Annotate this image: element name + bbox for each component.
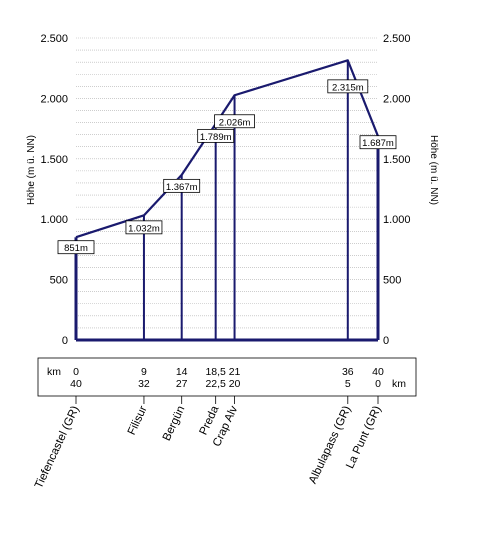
y-tick-label-left: 1.000 <box>40 214 68 226</box>
elevation-label-box <box>125 220 163 235</box>
km-from-start: 18,5 <box>205 366 226 378</box>
elevation-labels: 851m 1.032m 1.367m 1.789m 2.026m 2.315m 1.687m <box>57 79 397 255</box>
km-from-start: 0 <box>73 366 79 378</box>
km-from-start: 36 <box>342 366 354 378</box>
km-to-end: 27 <box>176 378 188 390</box>
km-to-end: 20 <box>229 378 241 390</box>
km-to-end: 5 <box>345 378 351 390</box>
elevation-label: 1.032m <box>128 223 160 234</box>
place-label: Albulapass (GR) <box>307 404 354 486</box>
y-tick-label-left: 0 <box>62 335 68 347</box>
km-from-start: 9 <box>141 366 147 378</box>
y-tick-label-right: 2.000 <box>383 93 411 105</box>
km-to-end: 40 <box>70 378 82 390</box>
elevation-label-box <box>359 135 397 150</box>
elevation-label-box <box>163 178 201 193</box>
y-tick-label-left: 2.500 <box>40 33 68 45</box>
elevation-label-box <box>327 79 369 94</box>
km-label-end: km <box>392 378 406 390</box>
place-label: Filisur <box>126 404 150 437</box>
elevation-label: 2.315m <box>332 82 364 93</box>
profile-area <box>74 59 380 342</box>
km-table-box <box>37 357 417 397</box>
y-tick-label-right: 1.000 <box>383 214 411 226</box>
elevation-label: 1.367m <box>166 182 198 193</box>
km-to-end: 32 <box>138 378 150 390</box>
km-label-start: km <box>47 366 61 378</box>
km-from-start: 40 <box>372 366 384 378</box>
elevation-label: 1.687m <box>362 138 394 149</box>
y-tick-label-right: 2.500 <box>383 33 411 45</box>
elevation-label-box <box>214 114 255 129</box>
place-label: Bergün <box>161 404 188 443</box>
y-axis-label-left: Höhe (m ü. NN) <box>26 135 37 205</box>
y-tick-label-right: 500 <box>383 275 401 287</box>
km-to-end: 0 <box>375 378 381 390</box>
elevation-label-box <box>57 240 95 255</box>
y-tick-label-right: 0 <box>383 335 389 347</box>
elevation-label: 1.789m <box>200 132 232 143</box>
place-labels: Tiefencastel (GR) Filisur Bergün PredaCrap … <box>33 404 384 491</box>
elevation-label-box <box>197 128 235 143</box>
y-axis-label-right: Höhe (m ü. NN) <box>428 135 439 205</box>
place-label: Tiefencastel (GR) <box>33 404 82 491</box>
km-to-end: 22,5 <box>205 378 226 390</box>
y-tick-label-left: 500 <box>50 275 68 287</box>
elevation-label: 2.026m <box>219 117 251 128</box>
km-from-start: 21 <box>229 366 241 378</box>
axes: 0 0 500 500 1.000 1.000 1.500 1.500 2.000 2.000 2.… <box>26 33 439 347</box>
y-tick-label-right: 1.500 <box>383 154 411 166</box>
y-tick-label-left: 1.500 <box>40 154 68 166</box>
elevation-label: 851m <box>64 243 88 254</box>
km-from-start: 14 <box>176 366 188 378</box>
y-tick-label-left: 2.000 <box>40 93 68 105</box>
